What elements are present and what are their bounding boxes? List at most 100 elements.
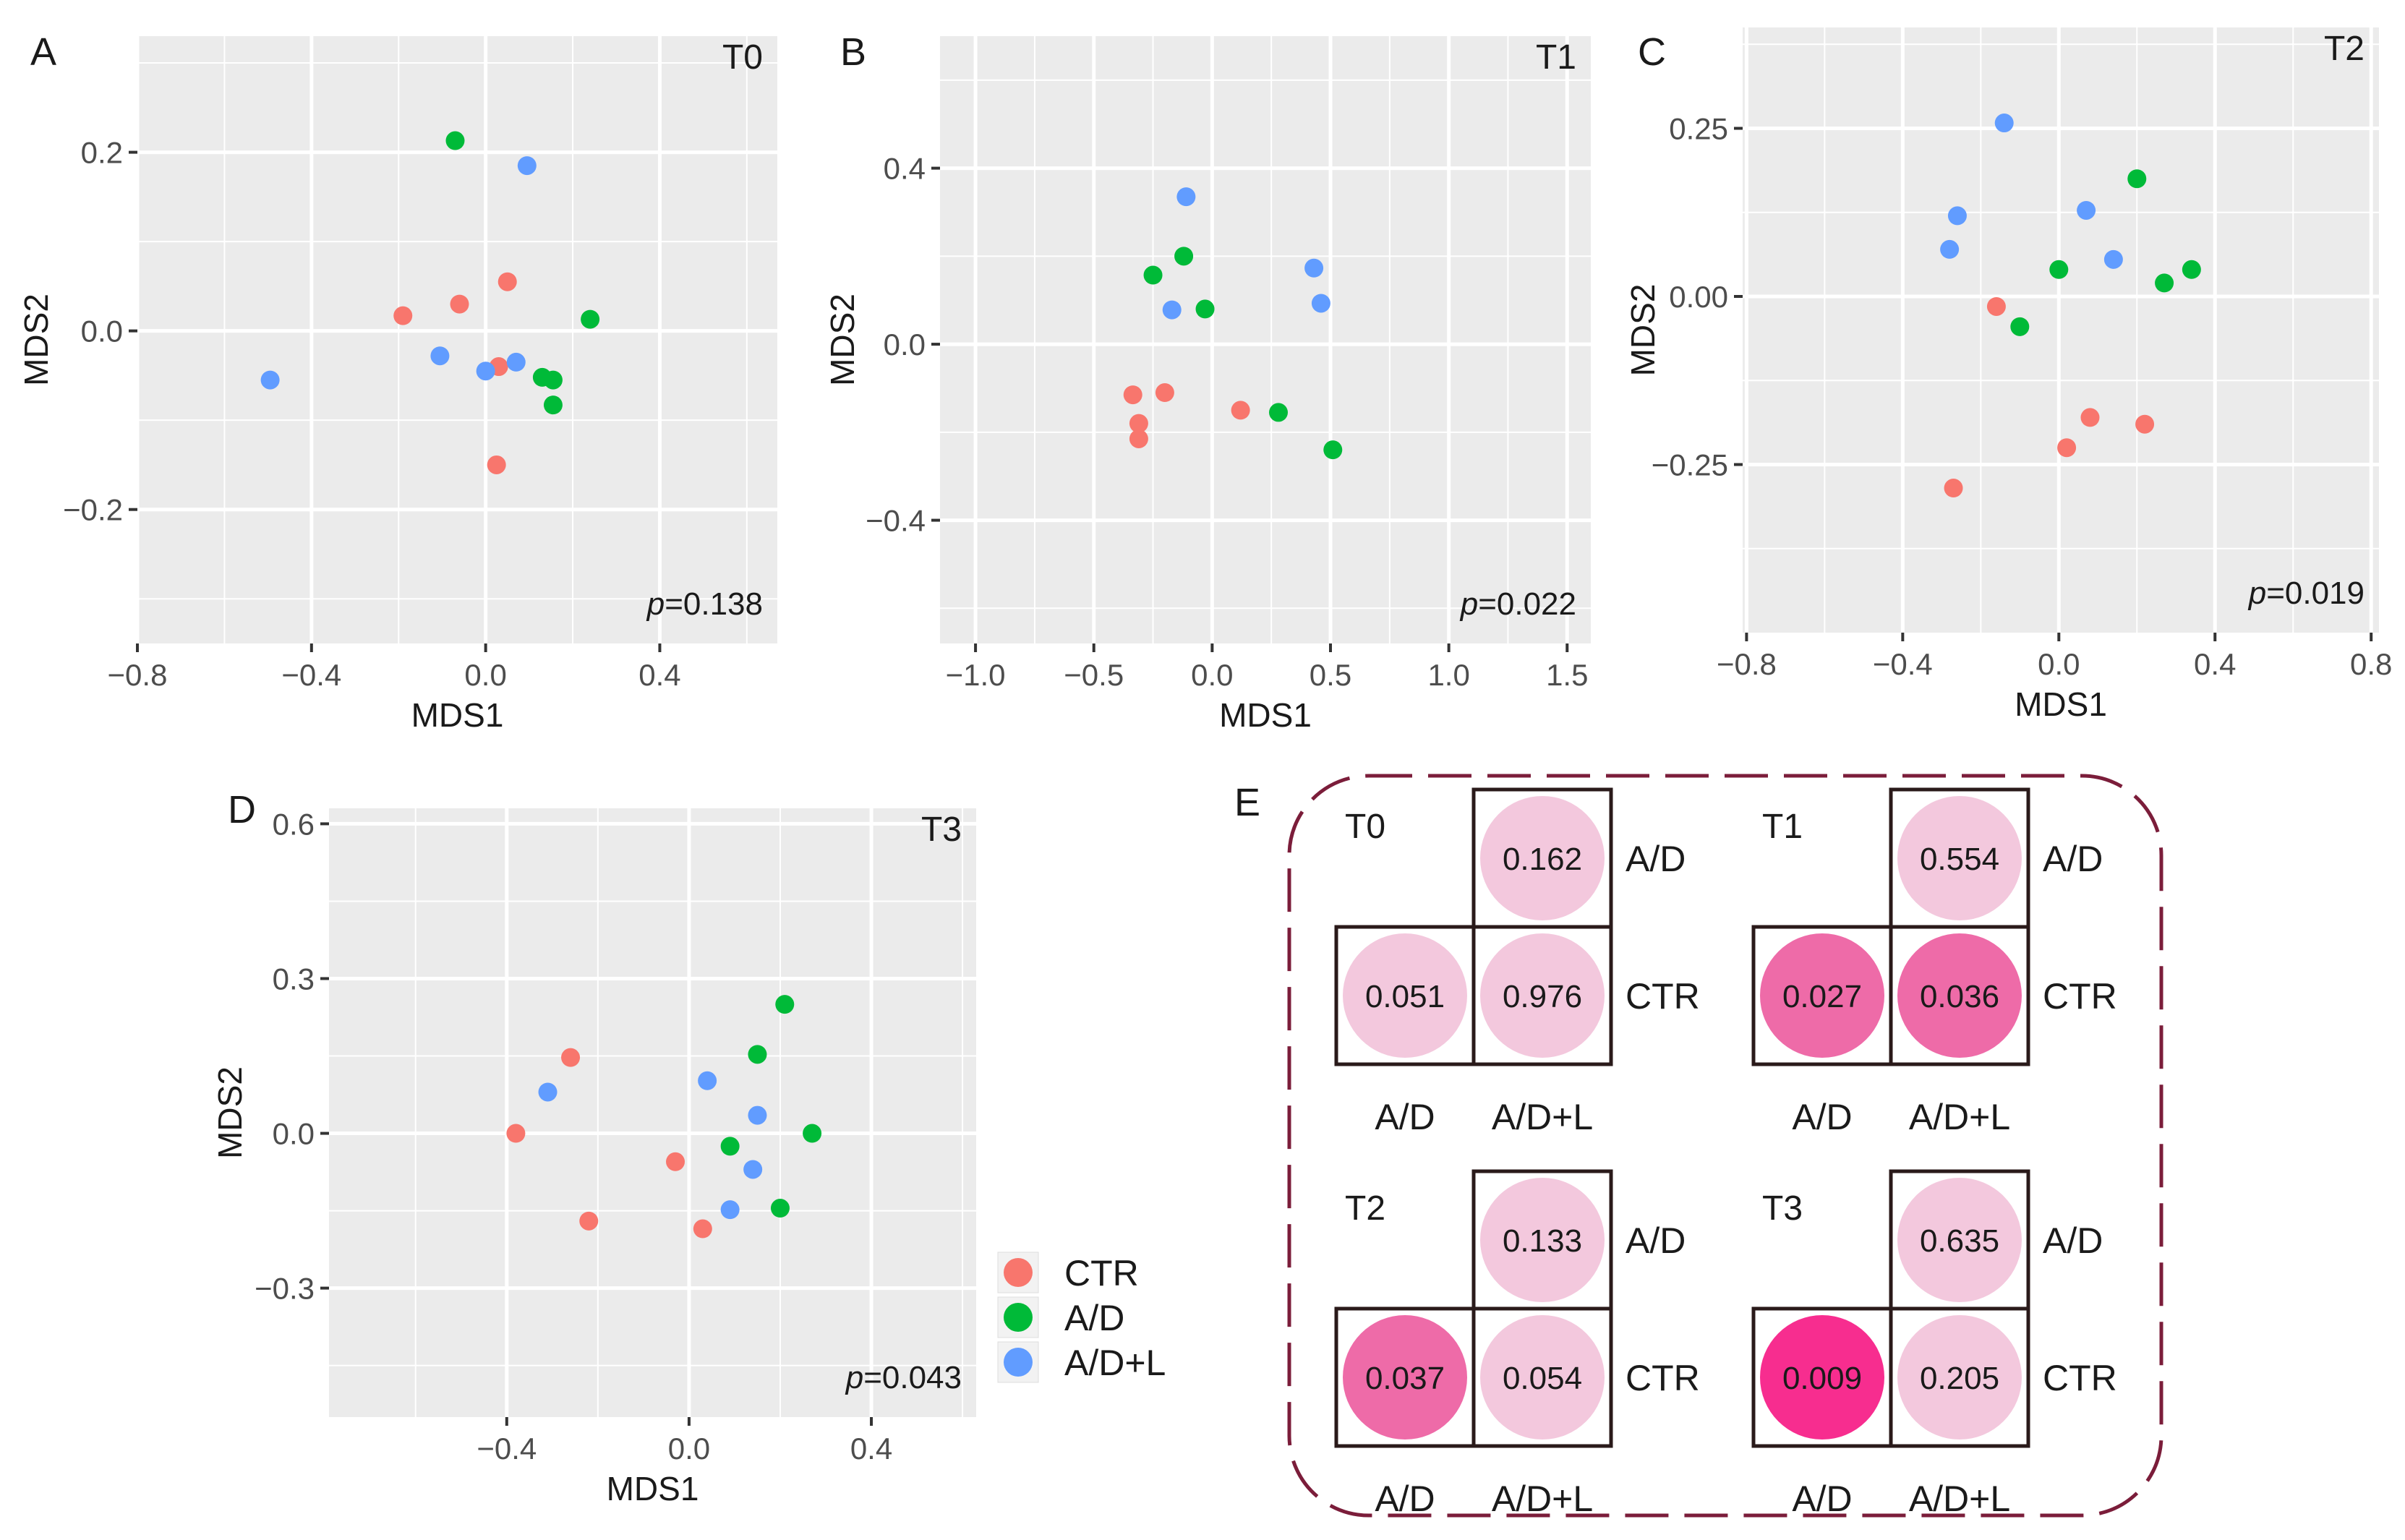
y-tick-label: 0.6 xyxy=(273,807,315,841)
panel-letter: E xyxy=(1234,781,1260,824)
p-value: =0.022 xyxy=(1478,586,1576,622)
point-a-d-l xyxy=(1947,206,1967,226)
col-label-left: A/D xyxy=(1375,1479,1435,1519)
panel-letter: D xyxy=(228,788,256,831)
row-label-top: A/D xyxy=(2043,1220,2103,1261)
col-label-right: A/D+L xyxy=(1909,1097,2010,1137)
y-tick-label: 0.3 xyxy=(273,962,315,996)
point-a-d xyxy=(1143,265,1163,285)
cell-ad-vs-adl-value: 0.133 xyxy=(1503,1223,1582,1259)
matrix-timepoint: T2 xyxy=(1345,1189,1385,1228)
point-ctr xyxy=(393,306,413,325)
col-label-right: A/D+L xyxy=(1909,1479,2010,1519)
legend-swatch xyxy=(1004,1258,1033,1287)
point-ctr xyxy=(2135,414,2155,434)
row-label-bottom: CTR xyxy=(2043,1358,2117,1398)
point-ctr xyxy=(561,1048,581,1067)
point-ctr xyxy=(1129,429,1148,448)
point-a-d-l xyxy=(720,1200,740,1220)
timepoint-label: T0 xyxy=(722,38,763,77)
point-a-d xyxy=(748,1045,767,1064)
x-axis-title: MDS1 xyxy=(1219,696,1312,734)
cell-ctr-vs-ad-value: 0.009 xyxy=(1782,1361,1862,1396)
matrix-timepoint: T3 xyxy=(1762,1189,1803,1228)
y-tick-label: −0.25 xyxy=(1652,448,1728,482)
point-a-d-l xyxy=(538,1082,558,1102)
col-label-left: A/D xyxy=(1792,1097,1852,1137)
legend-label: CTR xyxy=(1064,1253,1139,1293)
point-a-d-l xyxy=(517,156,537,176)
point-a-d xyxy=(543,370,563,390)
legend: CTR A/D A/D+L xyxy=(997,1252,1166,1383)
point-ctr xyxy=(1944,479,1963,498)
x-tick-label: 0.4 xyxy=(638,658,680,692)
point-a-d xyxy=(2010,317,2030,336)
panel-letter: C xyxy=(1638,30,1666,74)
p-symbol: p xyxy=(2247,576,2266,611)
cell-ctr-vs-ad-circle xyxy=(1343,933,1467,1058)
point-a-d xyxy=(1174,247,1194,266)
p-value: =0.019 xyxy=(2266,576,2365,611)
p-value-label: p=0.138 xyxy=(646,586,763,622)
point-a-d-l xyxy=(2103,249,2123,269)
p-matrix-t1: T1 0.554 0.027 0.036 A/D CTR A/D A/D+L xyxy=(1751,787,2117,1137)
cell-ctr-vs-adl-circle xyxy=(1897,933,2022,1058)
point-ctr xyxy=(2080,408,2100,427)
cell-ctr-vs-ad-circle xyxy=(1760,933,1884,1058)
scatter-panel-D: −0.4 0.0 0.4 −0.3 0.0 0.3 0.6 MDS1 MDS2 D T3 p=0.04… xyxy=(211,788,976,1507)
point-a-d-l xyxy=(476,362,495,381)
cell-ctr-vs-adl-circle xyxy=(1897,1315,2022,1440)
point-ctr xyxy=(487,455,506,474)
p-symbol: p xyxy=(845,1360,863,1395)
y-tick-label: 0.0 xyxy=(273,1117,315,1151)
point-a-d xyxy=(581,309,600,329)
point-a-d xyxy=(1195,299,1215,319)
point-ctr xyxy=(2057,438,2077,458)
y-axis-title: MDS2 xyxy=(824,294,861,386)
y-tick-label: −0.4 xyxy=(866,504,926,538)
point-ctr xyxy=(693,1219,712,1239)
panel-E: E T0 0.162 0.051 0.976 A/D CTR A/D A/D+L T1 0.554 0… xyxy=(1234,774,2163,1519)
matrix-timepoint: T0 xyxy=(1345,808,1385,846)
point-a-d xyxy=(2127,169,2147,189)
point-ctr xyxy=(506,1124,526,1143)
y-tick-label: 0.0 xyxy=(884,328,926,362)
matrix-timepoint: T1 xyxy=(1762,808,1803,846)
x-tick-label: 1.5 xyxy=(1546,658,1588,692)
scatter-panel-B: −1.0 −0.5 0.0 0.5 1.0 1.5 −0.4 0.0 0.4 MDS1 MDS2 B T… xyxy=(824,30,1591,734)
point-a-d-l xyxy=(1311,294,1330,313)
legend-label: A/D xyxy=(1064,1298,1124,1338)
panel-letter: A xyxy=(30,30,56,74)
point-ctr xyxy=(497,272,517,291)
cell-ctr-vs-adl-value: 0.976 xyxy=(1503,979,1582,1014)
panel-letter: B xyxy=(840,30,866,74)
point-a-d-l xyxy=(1994,114,2014,133)
point-ctr xyxy=(1155,383,1174,403)
cell-ad-vs-adl-circle xyxy=(1480,1178,1605,1302)
point-ctr xyxy=(666,1152,685,1171)
p-value-label: p=0.019 xyxy=(2247,576,2365,611)
x-tick-label: 0.0 xyxy=(1191,658,1233,692)
row-label-top: A/D xyxy=(1626,839,1686,879)
cell-ctr-vs-adl-circle xyxy=(1480,933,1605,1058)
scatter-panel-C: −0.8 −0.4 0.0 0.4 0.8 −0.25 0.00 0.25 MDS1 MDS2 C T… xyxy=(1624,27,2392,723)
cell-ad-vs-adl-value: 0.635 xyxy=(1920,1223,1999,1259)
x-tick-label: 0.4 xyxy=(850,1432,892,1466)
x-tick-label: −0.4 xyxy=(477,1432,537,1466)
point-a-d xyxy=(2182,260,2201,279)
point-a-d-l xyxy=(1940,239,1960,259)
cell-ctr-vs-ad-value: 0.037 xyxy=(1365,1361,1445,1396)
legend-swatch xyxy=(1004,1303,1033,1332)
plot-background xyxy=(940,36,1591,643)
x-tick-label: 0.0 xyxy=(2038,647,2080,681)
row-label-top: A/D xyxy=(1626,1220,1686,1261)
point-a-d-l xyxy=(2077,200,2096,220)
point-a-d-l xyxy=(506,352,526,372)
col-label-left: A/D xyxy=(1792,1479,1852,1519)
y-tick-label: −0.2 xyxy=(63,493,123,527)
y-tick-label: 0.2 xyxy=(81,136,123,170)
point-a-d-l xyxy=(260,370,280,390)
y-tick-label: −0.3 xyxy=(255,1272,315,1306)
point-a-d xyxy=(2155,273,2174,293)
